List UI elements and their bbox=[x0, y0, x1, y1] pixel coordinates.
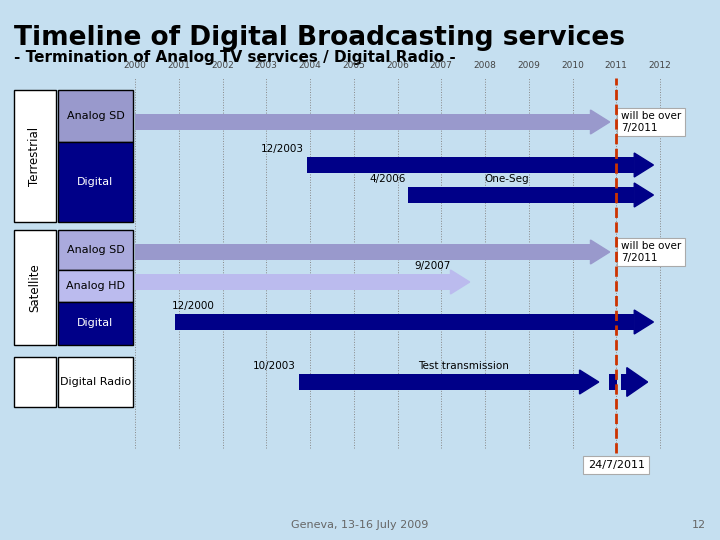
Polygon shape bbox=[590, 110, 610, 134]
Text: 2005: 2005 bbox=[342, 61, 365, 70]
Bar bbox=[299, 374, 580, 390]
Text: Digital: Digital bbox=[77, 177, 114, 187]
Bar bbox=[307, 157, 634, 173]
Text: was over
9/2007: was over 9/2007 bbox=[409, 248, 456, 271]
Polygon shape bbox=[451, 270, 469, 294]
Polygon shape bbox=[580, 370, 599, 394]
Polygon shape bbox=[627, 368, 647, 396]
Text: 2002: 2002 bbox=[211, 61, 234, 70]
Text: 2006: 2006 bbox=[386, 61, 409, 70]
Text: 2001: 2001 bbox=[167, 61, 190, 70]
Text: 2000: 2000 bbox=[124, 61, 146, 70]
Text: Timeline of Digital Broadcasting services: Timeline of Digital Broadcasting service… bbox=[14, 25, 625, 51]
Text: 12/2000: 12/2000 bbox=[172, 301, 215, 311]
Bar bbox=[58, 142, 133, 222]
Bar bbox=[135, 244, 590, 260]
Bar bbox=[14, 230, 56, 345]
Bar bbox=[621, 374, 627, 390]
Text: - Termination of Analog TV services / Digital Radio -: - Termination of Analog TV services / Di… bbox=[14, 50, 456, 65]
Text: Terrestrial: Terrestrial bbox=[29, 126, 42, 186]
Bar bbox=[58, 302, 133, 345]
Text: Analog SD: Analog SD bbox=[67, 245, 125, 255]
Text: Analog SD: Analog SD bbox=[67, 111, 125, 121]
Polygon shape bbox=[590, 240, 610, 264]
Text: Digital Radio: Digital Radio bbox=[60, 377, 131, 387]
Polygon shape bbox=[634, 153, 654, 177]
Text: 12/2003: 12/2003 bbox=[261, 144, 304, 154]
Bar bbox=[58, 90, 133, 142]
Polygon shape bbox=[634, 183, 654, 207]
Text: 2012: 2012 bbox=[649, 61, 671, 70]
Text: will be over
7/2011: will be over 7/2011 bbox=[621, 111, 681, 133]
Bar bbox=[58, 357, 133, 407]
Text: Analog HD: Analog HD bbox=[66, 281, 125, 291]
Text: 2011: 2011 bbox=[605, 61, 628, 70]
Text: 2010: 2010 bbox=[561, 61, 584, 70]
Text: 2009: 2009 bbox=[517, 61, 540, 70]
Text: 2003: 2003 bbox=[255, 61, 278, 70]
Text: Digital: Digital bbox=[77, 319, 114, 328]
Bar bbox=[58, 230, 133, 270]
Text: 10/2003: 10/2003 bbox=[253, 361, 296, 371]
Text: 2008: 2008 bbox=[474, 61, 496, 70]
Bar bbox=[58, 270, 133, 302]
Text: 2004: 2004 bbox=[299, 61, 321, 70]
Text: Test transmission: Test transmission bbox=[418, 361, 508, 371]
Bar bbox=[14, 90, 56, 222]
Text: Geneva, 13-16 July 2009: Geneva, 13-16 July 2009 bbox=[292, 520, 428, 530]
Bar bbox=[609, 374, 617, 390]
Text: 2007: 2007 bbox=[430, 61, 453, 70]
Bar bbox=[408, 187, 634, 203]
Bar bbox=[175, 314, 634, 330]
Text: Satellite: Satellite bbox=[29, 263, 42, 312]
Text: 4/2006: 4/2006 bbox=[369, 174, 405, 184]
Text: 12: 12 bbox=[692, 520, 706, 530]
Polygon shape bbox=[634, 310, 654, 334]
Bar bbox=[14, 357, 56, 407]
Bar bbox=[135, 274, 451, 290]
Text: 24/7/2011: 24/7/2011 bbox=[588, 460, 644, 470]
Bar bbox=[135, 114, 590, 130]
Text: will be over
7/2011: will be over 7/2011 bbox=[621, 241, 681, 263]
Text: One-Seg: One-Seg bbox=[485, 174, 529, 184]
